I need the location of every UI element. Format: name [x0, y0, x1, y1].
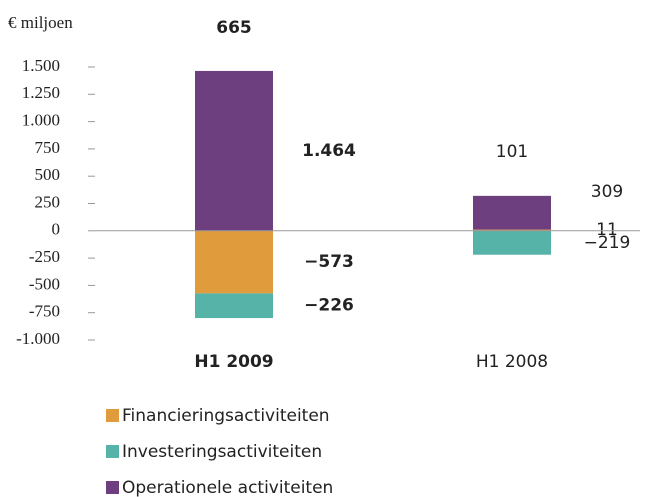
value-label: −226 [304, 296, 354, 316]
bar-segment [473, 229, 551, 231]
y-tick-label: -500 [29, 274, 60, 293]
y-tick-label: 250 [35, 192, 61, 211]
y-tick-label: -250 [29, 247, 60, 266]
y-tick-label: 750 [35, 138, 61, 157]
legend-swatch [106, 481, 119, 494]
value-label: 1.464 [302, 141, 356, 161]
y-tick-label: 500 [35, 165, 61, 184]
x-tick-label: H1 2008 [476, 352, 548, 372]
bar-segment [473, 195, 551, 230]
legend-swatch [106, 409, 119, 422]
value-label: 11 [596, 220, 618, 240]
y-tick-label: 1.000 [22, 111, 60, 130]
legend-label: Financieringsactiviteiten [122, 406, 330, 426]
bar-segment [473, 230, 551, 255]
value-label: −573 [304, 252, 354, 272]
y-tick-label: -1.000 [16, 329, 60, 348]
value-label: −219 [584, 233, 631, 253]
y-tick-label: -750 [29, 302, 60, 321]
value-label: 309 [591, 182, 623, 202]
bar-segment [195, 70, 273, 231]
legend-label: Investeringsactiviteiten [122, 442, 322, 462]
y-axis-label: € miljoen [8, 13, 73, 32]
y-tick-label: 1.250 [22, 83, 60, 102]
y-tick-label: 0 [52, 220, 61, 239]
bar-segment [195, 230, 273, 294]
legend-swatch [106, 445, 119, 458]
bar-segment [195, 293, 273, 319]
x-tick-label: H1 2009 [194, 352, 273, 372]
y-tick-label: 1.500 [22, 56, 60, 75]
total-label: 101 [496, 142, 528, 162]
legend-label: Operationele activiteiten [122, 478, 333, 497]
total-label: 665 [216, 18, 252, 38]
